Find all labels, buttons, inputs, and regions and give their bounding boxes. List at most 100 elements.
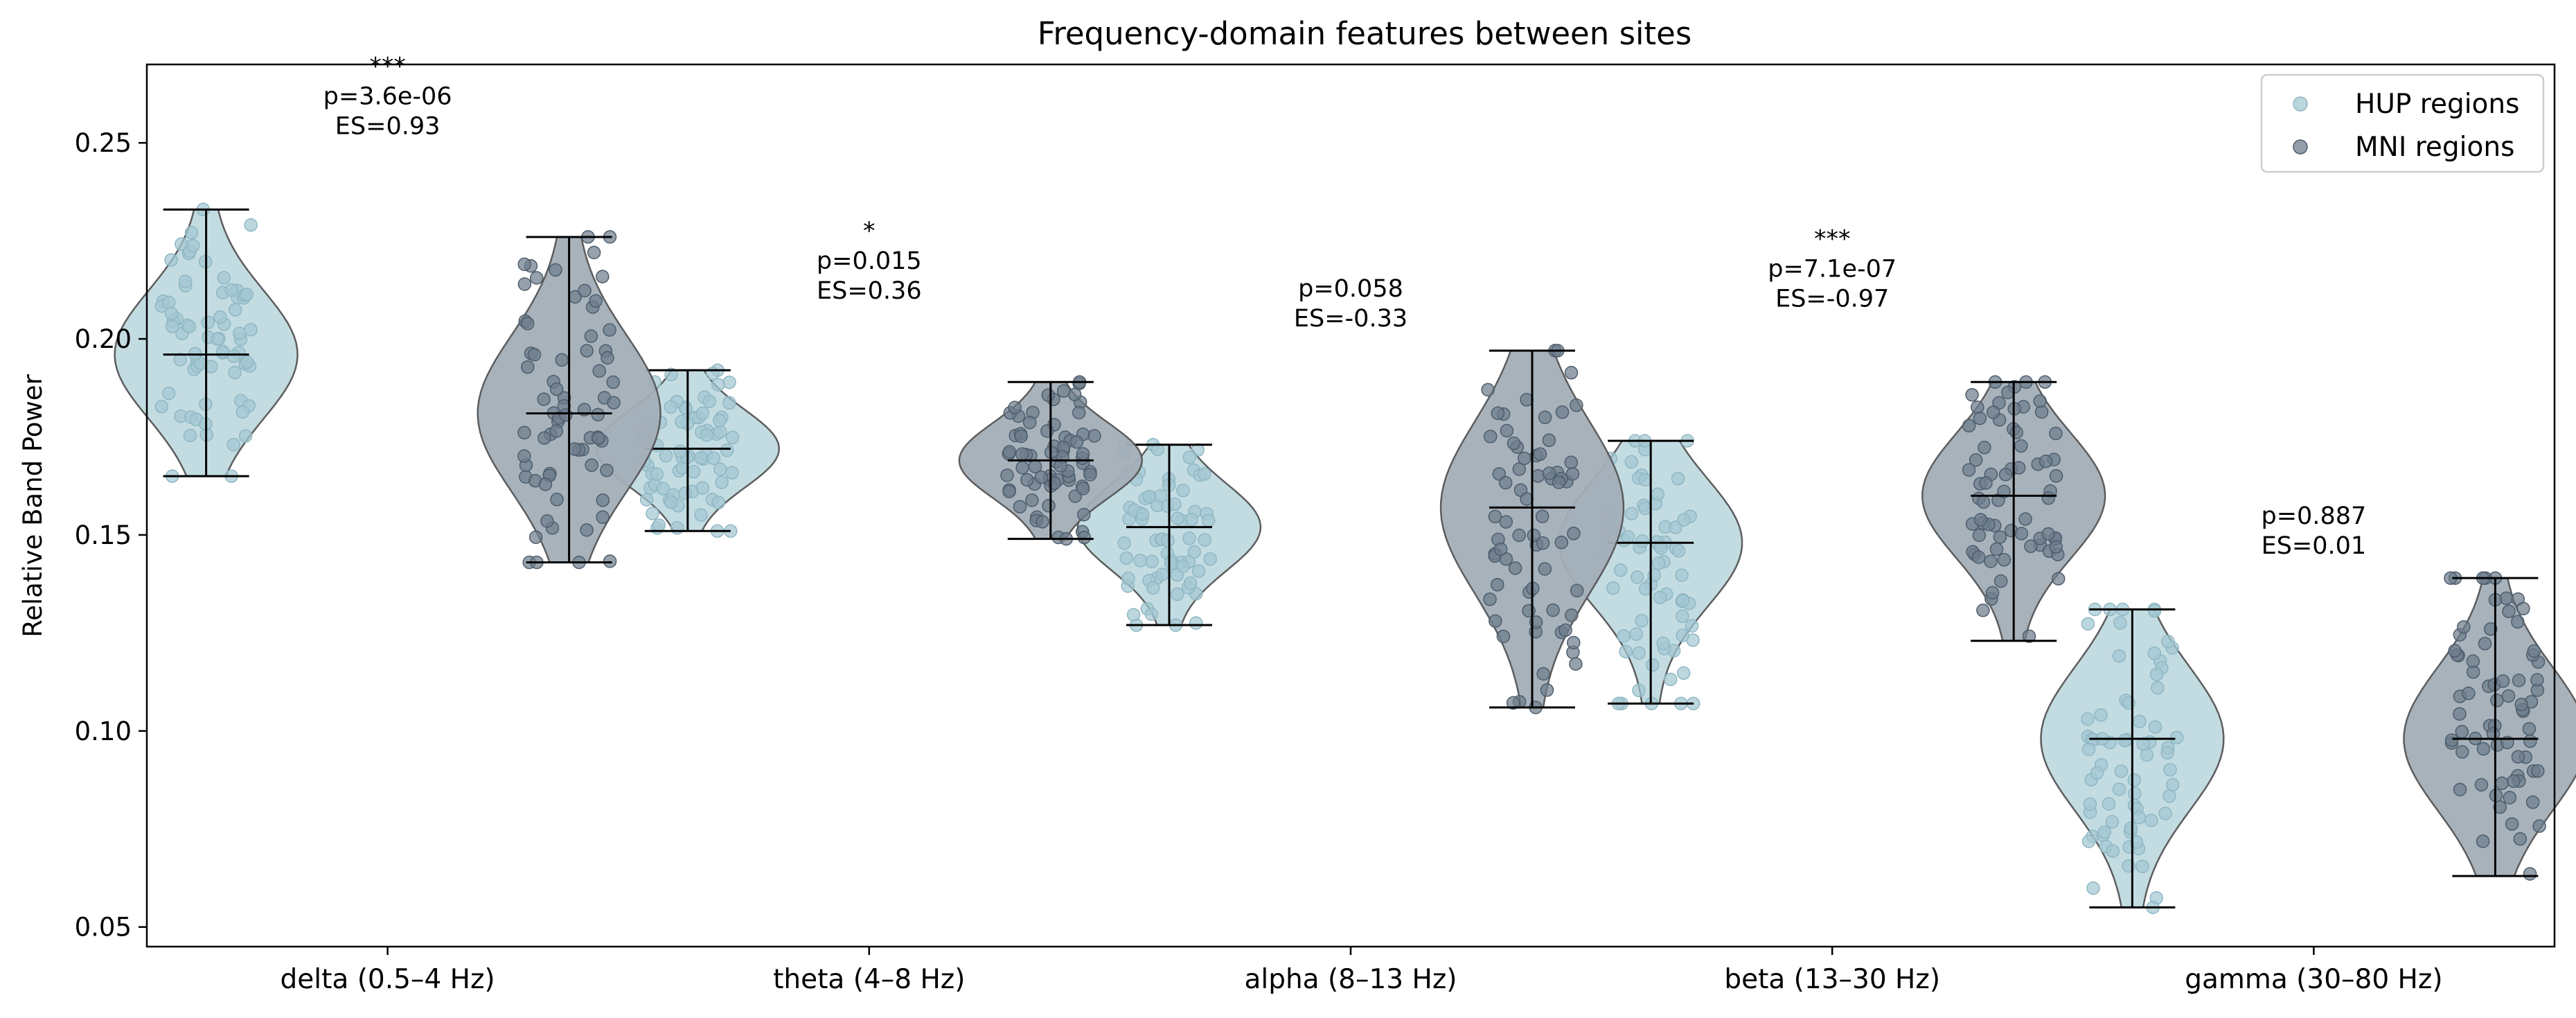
data-point [1126, 608, 1141, 622]
data-point [702, 394, 716, 409]
p-value-label: p=0.058 [1298, 275, 1403, 303]
data-point [1077, 530, 1092, 545]
x-tick-label: theta (4–8 Hz) [773, 964, 965, 995]
data-point [165, 319, 179, 333]
data-point [1008, 401, 1022, 414]
data-point [567, 442, 582, 456]
data-point [2124, 821, 2138, 836]
data-point [233, 326, 247, 340]
data-point [2114, 764, 2129, 778]
data-point [2455, 725, 2469, 739]
data-point [1979, 476, 1993, 490]
data-point [715, 475, 729, 489]
data-point [1656, 636, 1670, 651]
p-value-label: p=0.887 [2262, 502, 2367, 530]
data-point [1617, 629, 1631, 643]
data-point [1569, 657, 1583, 671]
data-point [2490, 694, 2504, 708]
data-point [1564, 455, 1579, 470]
data-point [2090, 766, 2104, 780]
data-point [1993, 574, 2008, 588]
data-point [694, 508, 708, 522]
data-point [1993, 530, 2007, 544]
data-point [1119, 551, 1133, 565]
data-point [722, 375, 736, 389]
data-point [673, 444, 687, 459]
data-point [1182, 532, 1196, 545]
data-point [2049, 540, 2063, 554]
data-point [2112, 782, 2126, 796]
data-point [236, 405, 250, 419]
data-point [1676, 609, 1689, 624]
data-point [1554, 535, 1569, 550]
data-point [607, 396, 621, 410]
data-point [2511, 750, 2525, 764]
data-point [2165, 778, 2180, 792]
data-point [529, 271, 544, 285]
data-point [2158, 807, 2172, 820]
data-point [1646, 658, 1660, 672]
data-point [1500, 423, 1514, 438]
legend-label: MNI regions [2355, 132, 2514, 163]
data-point [1041, 388, 1056, 402]
data-point [1531, 469, 1545, 483]
data-point [1624, 455, 1639, 469]
data-point [678, 486, 692, 500]
data-point [1542, 433, 1556, 448]
data-point [695, 406, 710, 421]
data-point [2496, 674, 2510, 688]
data-point [679, 401, 693, 416]
data-point [596, 510, 610, 525]
data-point [1962, 419, 1976, 433]
data-point [215, 344, 230, 358]
data-point [1176, 559, 1190, 574]
data-point [2486, 727, 2501, 741]
data-point [2081, 834, 2096, 848]
data-point [528, 530, 543, 544]
data-point [1013, 500, 1027, 514]
data-point [240, 355, 254, 369]
data-point [2507, 774, 2521, 789]
data-point [244, 322, 258, 337]
data-point [1153, 489, 1168, 503]
data-point [2457, 620, 2471, 634]
data-point [1978, 441, 1991, 455]
data-point [639, 493, 654, 507]
effect-size-label: ES=0.01 [2262, 532, 2367, 560]
data-point [2527, 644, 2541, 658]
data-point [1042, 499, 1056, 513]
data-point [1664, 672, 1678, 687]
x-tick-label: delta (0.5–4 Hz) [281, 964, 495, 995]
data-point [695, 481, 709, 495]
data-point [1984, 554, 1998, 568]
data-point [1146, 581, 1160, 595]
data-point [592, 364, 606, 378]
effect-size-label: ES=-0.33 [1294, 305, 1407, 333]
data-point [707, 451, 721, 466]
data-point [1083, 468, 1097, 482]
data-point [1676, 594, 1690, 608]
data-point [589, 294, 603, 308]
data-point [2476, 834, 2490, 848]
data-point [1555, 405, 1570, 419]
data-point [2086, 881, 2100, 895]
chart-title: Frequency-domain features between sites [1038, 15, 1692, 52]
data-point [2014, 527, 2029, 541]
data-point [1499, 515, 1513, 529]
data-point [1989, 542, 2004, 556]
y-tick-label: 0.25 [75, 128, 132, 158]
data-point [2474, 778, 2489, 792]
data-point [1973, 411, 1987, 425]
data-point [584, 329, 598, 343]
data-point [1506, 696, 1520, 710]
data-point [1481, 383, 1495, 397]
data-point [1203, 552, 1217, 566]
data-point [2170, 730, 2184, 745]
data-point [184, 226, 199, 240]
data-point [1507, 436, 1521, 450]
data-point [1651, 487, 1665, 501]
data-point [1619, 644, 1633, 658]
data-point [2161, 635, 2175, 649]
data-point [1973, 513, 1988, 527]
data-point [664, 400, 678, 414]
